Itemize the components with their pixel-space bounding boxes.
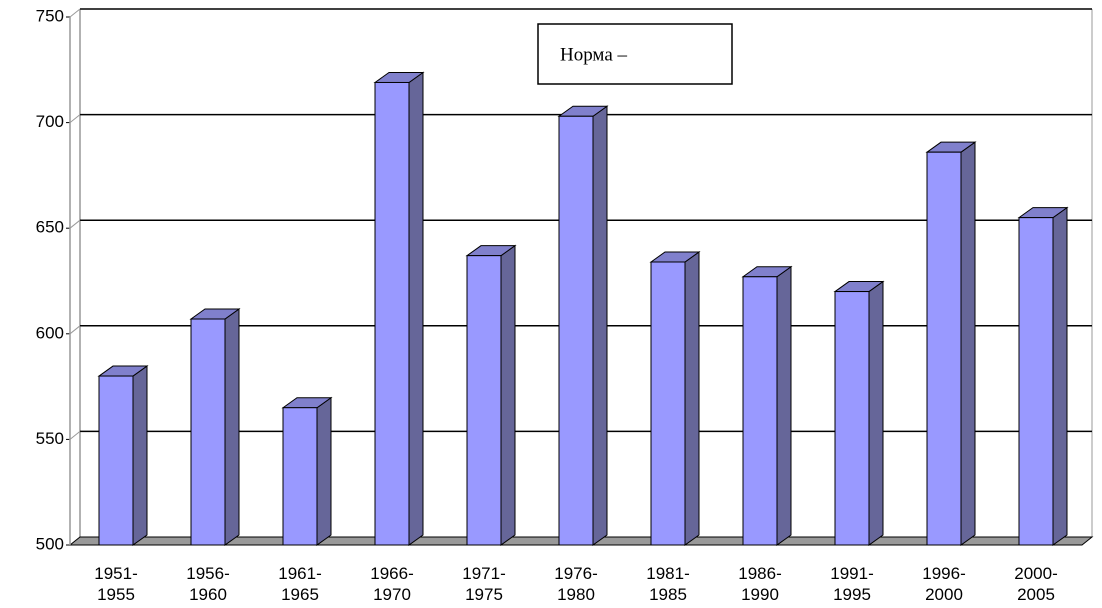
bar [97, 365, 149, 546]
x-tick-label: 1956- 1960 [186, 564, 230, 604]
bar-side [684, 251, 700, 546]
y-tick-label: 700 [36, 112, 64, 131]
bar [281, 396, 333, 546]
annotation-box [537, 23, 733, 85]
annotation: Норма – [560, 44, 628, 65]
bar-side [776, 265, 792, 546]
bar [373, 71, 425, 546]
bar-front [558, 115, 594, 546]
bar [1017, 206, 1069, 546]
bar-side [408, 71, 424, 546]
bar-front [926, 151, 962, 546]
bar [189, 308, 241, 546]
bar-front [650, 261, 686, 546]
bar [649, 251, 701, 546]
bar [833, 280, 885, 546]
bar-front [190, 318, 226, 546]
bar-front [466, 255, 502, 546]
y-tick-label: 750 [36, 6, 64, 25]
x-tick-label: 1991- 1995 [830, 564, 874, 604]
bar [925, 141, 977, 546]
bar [465, 244, 517, 546]
bar [557, 105, 609, 546]
x-tick-label: 1981- 1985 [646, 564, 690, 604]
bar-front [98, 375, 134, 546]
bar-side [868, 280, 884, 546]
x-tick-label: 2000- 2005 [1014, 564, 1058, 604]
y-tick-label: 600 [36, 323, 64, 342]
bar-side [224, 308, 240, 546]
x-tick-label: 1966- 1970 [370, 564, 414, 604]
grid-line [69, 8, 81, 18]
x-tick-label: 1951- 1955 [94, 564, 138, 604]
x-tick-label: 1976- 1980 [554, 564, 598, 604]
grid-line [69, 114, 81, 123]
bar-side [592, 105, 608, 546]
bar [741, 265, 793, 546]
bar-front [834, 291, 870, 546]
x-tick-label: 1961- 1965 [278, 564, 322, 604]
bar-front [374, 81, 410, 546]
bar-side [132, 365, 148, 546]
x-tick-label: 1971- 1975 [462, 564, 506, 604]
x-tick-label: 1986- 1990 [738, 564, 782, 604]
x-tick-label: 1996- 2000 [922, 564, 966, 604]
bar-side [960, 141, 976, 546]
grid-line [69, 325, 81, 335]
bar-side [1052, 206, 1068, 546]
grid-line [69, 431, 81, 440]
bar-side [500, 244, 516, 546]
bar-front [1018, 217, 1054, 546]
y-tick-label: 550 [36, 429, 64, 448]
bar-side [316, 396, 332, 546]
y-tick-label: 650 [36, 218, 64, 237]
bar-front [742, 276, 778, 546]
grid-line [69, 219, 81, 229]
bar-front [282, 407, 318, 546]
y-tick-label: 500 [36, 534, 64, 553]
